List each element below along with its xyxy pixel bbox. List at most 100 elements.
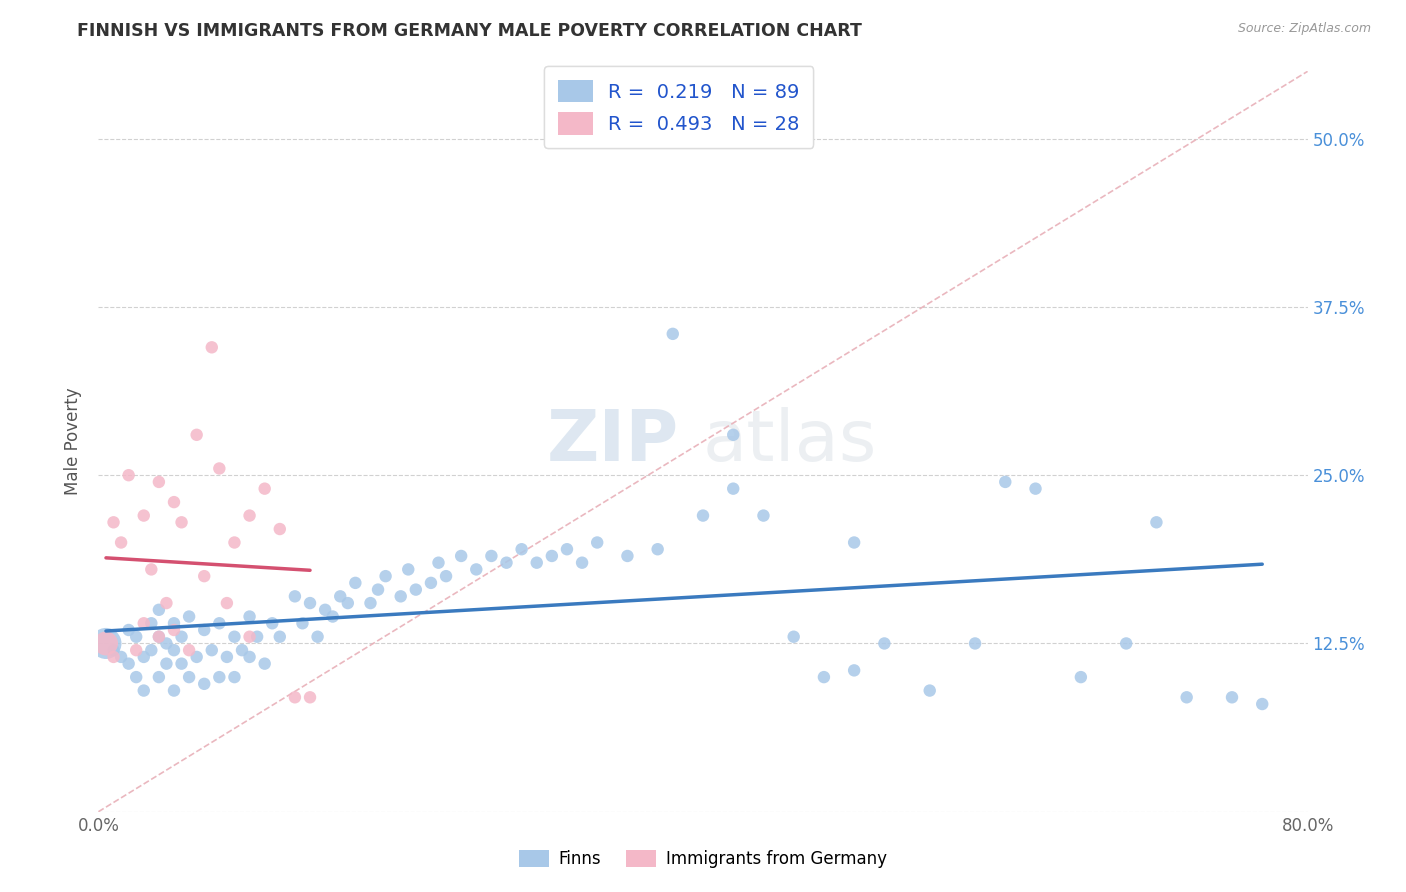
Point [1070,670,1092,684]
Point [844,535,866,549]
Point [163,623,186,637]
Point [396,562,419,576]
Text: FINNISH VS IMMIGRANTS FROM GERMANY MALE POVERTY CORRELATION CHART: FINNISH VS IMMIGRANTS FROM GERMANY MALE … [77,22,862,40]
Point [783,630,806,644]
Point [510,542,533,557]
Point [148,630,170,644]
Point [179,643,201,657]
Point [148,603,170,617]
Point [239,609,262,624]
Point [224,670,246,684]
Point [873,636,896,650]
Point [224,630,246,644]
Point [125,630,148,644]
Point [163,495,186,509]
Point [215,649,238,664]
Point [186,427,208,442]
Point [322,609,344,624]
Point [307,630,329,644]
Point [163,643,186,657]
Point [239,649,262,664]
Point [163,683,186,698]
Point [965,636,987,650]
Point [94,636,117,650]
Point [179,670,201,684]
Point [193,623,215,637]
Point [208,616,231,631]
Point [284,590,307,604]
Point [110,535,132,549]
Point [1220,690,1243,705]
Point [269,630,291,644]
Point [344,575,367,590]
Point [269,522,291,536]
Point [239,508,262,523]
Point [692,508,714,523]
Point [405,582,427,597]
Point [299,690,322,705]
Point [427,556,450,570]
Point [495,556,517,570]
Point [329,590,352,604]
Point [555,542,578,557]
Text: Source: ZipAtlas.com: Source: ZipAtlas.com [1237,22,1371,36]
Point [208,461,231,475]
Point [141,562,163,576]
Point [291,616,314,631]
Point [1024,482,1046,496]
Point [170,657,193,671]
Point [141,643,163,657]
Point [586,535,609,549]
Point [125,670,148,684]
Point [148,475,170,489]
Point [170,630,193,644]
Point [374,569,396,583]
Point [481,549,503,563]
Point [110,649,132,664]
Point [367,582,389,597]
Point [844,664,866,678]
Point [155,657,177,671]
Point [1115,636,1137,650]
Point [336,596,359,610]
Point [231,643,253,657]
Point [201,340,224,354]
Point [208,670,231,684]
Point [94,636,117,650]
Point [262,616,284,631]
Point [118,623,141,637]
Point [450,549,472,563]
Point [994,475,1017,489]
Point [118,468,141,483]
Legend: Finns, Immigrants from Germany: Finns, Immigrants from Germany [512,843,894,875]
Point [193,569,215,583]
Point [141,616,163,631]
Point [571,556,593,570]
Point [103,516,125,530]
Point [201,643,224,657]
Point [526,556,548,570]
Point [132,616,155,631]
Point [647,542,669,557]
Point [125,643,148,657]
Point [813,670,835,684]
Point [1251,697,1274,711]
Point [132,649,155,664]
Point [246,630,269,644]
Point [314,603,336,617]
Point [253,657,276,671]
Point [163,616,186,631]
Text: atlas: atlas [703,407,877,476]
Text: ZIP: ZIP [547,407,679,476]
Point [1144,516,1167,530]
Point [179,609,201,624]
Point [465,562,488,576]
Point [434,569,457,583]
Point [193,677,215,691]
Point [155,636,177,650]
Point [148,670,170,684]
Point [118,657,141,671]
Point [661,326,683,341]
Point [723,427,745,442]
Point [103,649,125,664]
